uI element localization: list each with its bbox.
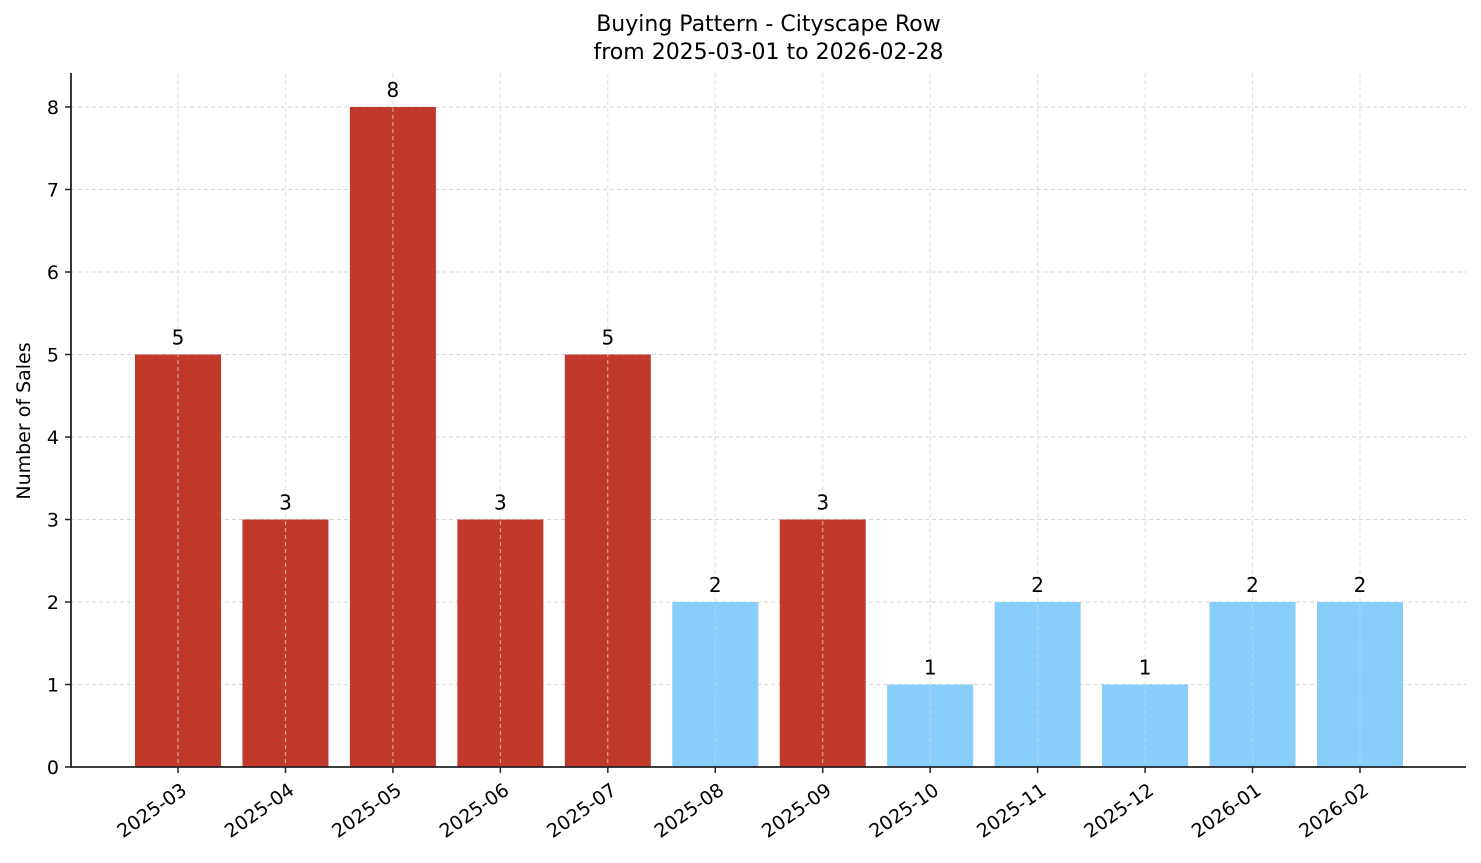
x-tick-label: 2025-10 <box>865 779 943 843</box>
x-axis-ticks: 2025-03 2025-04 2025-05 2025-06 2025-07 2025-… <box>113 767 1373 843</box>
x-tick-label: 2025-04 <box>221 779 299 843</box>
y-tick-label: 6 <box>47 262 59 284</box>
bar-value-label: 5 <box>601 326 614 350</box>
chart-title: Buying Pattern - Cityscape Row <box>596 12 941 37</box>
x-tick-label: 2025-05 <box>328 779 406 843</box>
x-tick-label: 2025-03 <box>113 779 191 843</box>
bar-value-label: 3 <box>494 491 507 515</box>
y-tick-label: 4 <box>47 427 59 449</box>
bar-value-label: 2 <box>1354 573 1367 597</box>
y-tick-label: 5 <box>47 345 59 367</box>
x-tick-label: 2026-01 <box>1188 779 1266 843</box>
bar-value-label: 3 <box>279 491 292 515</box>
y-tick-label: 2 <box>47 592 59 614</box>
x-tick-label: 2026-02 <box>1295 779 1373 843</box>
bar-value-label: 1 <box>1139 656 1152 680</box>
vertical-grid-lines <box>177 73 1361 767</box>
bar-value-label: 1 <box>924 656 937 680</box>
x-tick-label: 2025-11 <box>973 779 1051 843</box>
y-tick-label: 3 <box>47 510 59 532</box>
bar-value-label: 2 <box>1031 573 1044 597</box>
y-tick-label: 7 <box>47 180 59 202</box>
x-tick-label: 2025-08 <box>650 779 728 843</box>
bar-value-label: 3 <box>816 491 829 515</box>
x-tick-label: 2025-09 <box>758 779 836 843</box>
y-axis-ticks: 0 1 2 3 4 5 6 7 8 <box>47 97 71 779</box>
chart-subtitle: from 2025-03-01 to 2026-02-28 <box>593 40 944 65</box>
bar-value-label: 5 <box>172 326 185 350</box>
bar-value-labels: 5 3 8 3 5 2 3 1 2 1 2 2 <box>172 78 1367 680</box>
bar-value-label: 2 <box>1246 573 1259 597</box>
y-tick-label: 0 <box>47 757 59 779</box>
bar-value-label: 8 <box>387 78 400 102</box>
x-tick-label: 2025-12 <box>1080 779 1158 843</box>
x-tick-label: 2025-07 <box>543 779 621 843</box>
y-tick-label: 8 <box>47 97 59 119</box>
y-tick-label: 1 <box>47 675 59 697</box>
x-tick-label: 2025-06 <box>436 779 514 843</box>
bar-value-label: 2 <box>709 573 722 597</box>
